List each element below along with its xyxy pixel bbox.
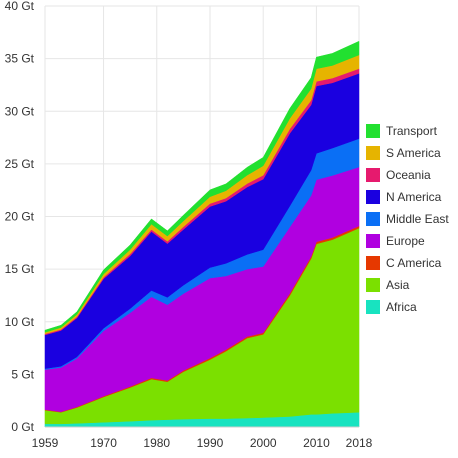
x-tick-label: 1990 xyxy=(197,436,224,450)
legend-item-transport[interactable]: Transport xyxy=(366,120,456,142)
y-tick-label: 30 Gt xyxy=(5,104,35,118)
legend-label: Middle East xyxy=(386,212,449,226)
legend-item-n-america[interactable]: N America xyxy=(366,186,456,208)
legend-label: Transport xyxy=(386,124,437,138)
legend-swatch xyxy=(366,234,380,248)
legend-swatch xyxy=(366,212,380,226)
legend-swatch xyxy=(366,124,380,138)
legend-item-middle-east[interactable]: Middle East xyxy=(366,208,456,230)
legend-item-africa[interactable]: Africa xyxy=(366,296,456,318)
legend-label: Africa xyxy=(386,300,417,314)
y-tick-label: 10 Gt xyxy=(5,315,35,329)
y-axis: 0 Gt 5 Gt 10 Gt 15 Gt 20 Gt 25 Gt 30 Gt 35 Gt 40… xyxy=(5,0,35,434)
legend-label: Oceania xyxy=(386,168,431,182)
x-tick-label: 1980 xyxy=(143,436,170,450)
legend-label: Asia xyxy=(386,278,410,292)
legend-label: S America xyxy=(386,146,441,160)
x-axis: 1959 1970 1980 1990 2000 2010 2018 xyxy=(32,426,373,450)
x-tick-label: 1959 xyxy=(32,436,59,450)
legend-label: N America xyxy=(386,190,442,204)
y-tick-label: 5 Gt xyxy=(11,367,34,381)
legend-label: Europe xyxy=(386,234,425,248)
y-tick-label: 20 Gt xyxy=(5,210,35,224)
y-tick-label: 0 Gt xyxy=(11,420,34,434)
legend-swatch xyxy=(366,190,380,204)
area-transport xyxy=(44,40,360,333)
x-tick-label: 2010 xyxy=(303,436,330,450)
legend-swatch xyxy=(366,168,380,182)
legend-swatch xyxy=(366,300,380,314)
legend-label: C America xyxy=(386,256,442,270)
legend: Transport S America Oceania N America Middle… xyxy=(366,120,456,318)
legend-item-c-america[interactable]: C America xyxy=(366,252,456,274)
legend-item-oceania[interactable]: Oceania xyxy=(366,164,456,186)
legend-item-s-america[interactable]: S America xyxy=(366,142,456,164)
y-tick-label: 25 Gt xyxy=(5,157,35,171)
legend-item-asia[interactable]: Asia xyxy=(366,274,456,296)
legend-item-europe[interactable]: Europe xyxy=(366,230,456,252)
legend-swatch xyxy=(366,146,380,160)
y-tick-label: 15 Gt xyxy=(5,262,35,276)
legend-swatch xyxy=(366,278,380,292)
y-tick-label: 40 Gt xyxy=(5,0,35,13)
x-tick-label: 2000 xyxy=(250,436,277,450)
y-tick-label: 35 Gt xyxy=(5,52,35,66)
x-tick-label: 1970 xyxy=(90,436,117,450)
area-layers xyxy=(44,40,360,428)
x-tick-label: 2018 xyxy=(346,436,373,450)
legend-swatch xyxy=(366,256,380,270)
